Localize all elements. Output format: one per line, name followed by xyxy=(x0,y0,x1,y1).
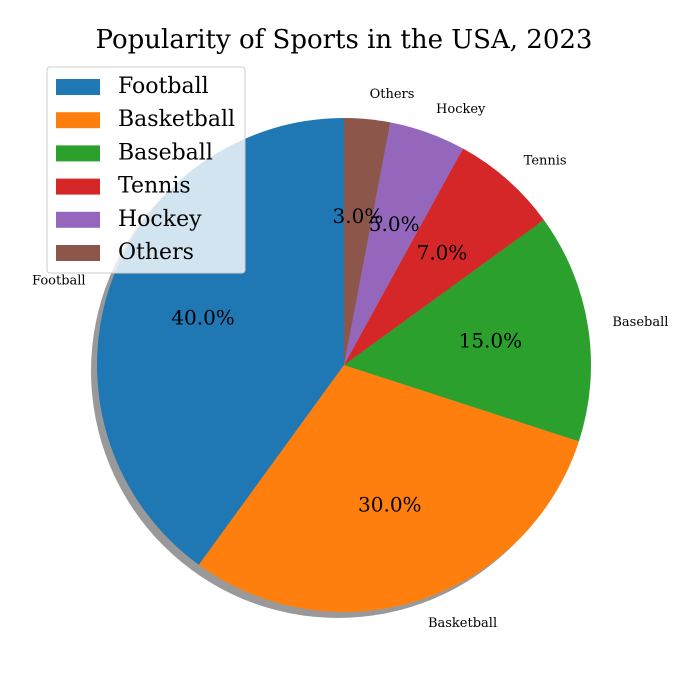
chart-title: Popularity of Sports in the USA, 2023 xyxy=(96,25,593,55)
pie-slice-tennis xyxy=(344,148,544,365)
slice-label-football: Football xyxy=(32,274,86,289)
legend: Football Basketball Baseball Tennis Hockey Ot… xyxy=(46,66,246,274)
legend-label-basketball: Basketball xyxy=(118,107,235,132)
slice-percent-hockey: 5.0% xyxy=(369,212,420,236)
legend-swatch-football xyxy=(56,79,100,95)
legend-label-hockey: Hockey xyxy=(118,207,202,232)
slice-label-hockey: Hockey xyxy=(436,102,486,117)
slice-percent-tennis: 7.0% xyxy=(417,240,468,264)
legend-swatch-basketball xyxy=(56,112,100,129)
slice-label-baseball: Baseball xyxy=(612,315,668,330)
slice-percent-baseball: 15.0% xyxy=(459,328,523,352)
pie-slice-baseball xyxy=(344,219,591,442)
slice-percent-basketball: 30.0% xyxy=(358,492,422,516)
legend-label-others: Others xyxy=(118,240,194,265)
slice-percent-labels: 40.0% 30.0% 15.0% 7.0% 5.0%3.0% xyxy=(171,204,522,516)
legend-label-tennis: Tennis xyxy=(118,174,191,199)
legend-swatch-others xyxy=(56,245,100,261)
legend-label-football: Football xyxy=(118,74,209,99)
legend-swatch-hockey xyxy=(56,211,100,228)
slice-label-basketball: Basketball xyxy=(428,616,497,631)
slice-label-tennis: Tennis xyxy=(524,154,567,169)
slice-percent-football: 40.0% xyxy=(171,306,235,330)
pie-slice-hockey xyxy=(344,122,463,365)
slice-label-others: Others xyxy=(370,87,415,102)
legend-swatch-baseball xyxy=(56,145,100,162)
slice-percent-others: 3.0% xyxy=(333,204,384,228)
legend-label-baseball: Baseball xyxy=(118,140,213,165)
pie-slice-basketball xyxy=(198,365,579,613)
slice-outer-labels: Football Basketball Baseball Tennis Hockey Ot… xyxy=(32,87,668,631)
pie-slice-others xyxy=(344,118,391,365)
legend-swatch-tennis xyxy=(56,178,100,195)
